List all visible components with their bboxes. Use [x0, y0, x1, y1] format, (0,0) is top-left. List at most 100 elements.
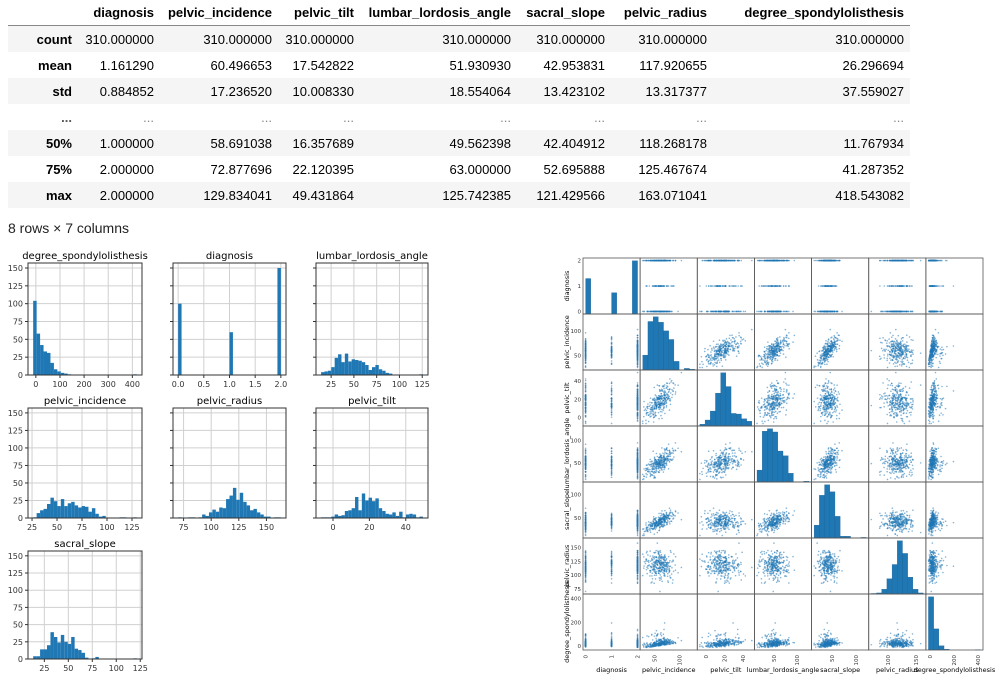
scatter-point [787, 285, 790, 287]
histogram-bar [382, 510, 386, 518]
scatter-point [610, 336, 613, 339]
scatter-point [652, 399, 654, 401]
scatter-point [657, 411, 660, 414]
histogram-bar [57, 371, 61, 375]
diagonal-hist-bar [710, 410, 716, 427]
scatter-point [929, 354, 932, 357]
scatter-point [720, 351, 723, 353]
scatter-point [712, 310, 715, 313]
histogram-bar [232, 487, 237, 518]
scatter-point [636, 336, 639, 339]
histogram-bar [395, 515, 400, 518]
scatter-point [715, 353, 717, 355]
scatter-point [770, 349, 773, 352]
scatter-point [792, 341, 794, 343]
scatter-point [892, 334, 894, 337]
scatter-point [730, 285, 733, 287]
scatter-point [740, 343, 742, 345]
scatter-point [636, 340, 639, 342]
scatter-point [900, 346, 902, 348]
scatter-point [718, 285, 721, 287]
scatter-point [643, 259, 645, 262]
scatter-matrix: 012diagnosis50100pelvic_incidence02040pe… [563, 257, 996, 674]
scatter-point [643, 400, 645, 403]
scatter-point [756, 365, 759, 368]
scatter-point [782, 342, 784, 344]
scatter-point [833, 334, 836, 337]
scatter-point [658, 404, 661, 407]
scatter-point [662, 399, 665, 402]
scatter-point [939, 355, 941, 357]
scatter-point [661, 417, 663, 420]
scatter-point [722, 356, 725, 359]
histogram-bar [321, 372, 325, 375]
col-header: pelvic_tilt [278, 0, 360, 26]
scatter-point [785, 344, 788, 347]
scatter-point [931, 343, 934, 345]
scatter-point [894, 355, 897, 357]
scatter-point [758, 363, 761, 365]
scatter-point [793, 393, 796, 395]
scatter-point [882, 349, 884, 352]
histogram-bar [358, 360, 362, 375]
scatter-point [733, 338, 736, 340]
scatter-point [646, 405, 648, 408]
scatter-point [758, 354, 761, 357]
scatter-point [733, 342, 736, 344]
scatter-point [895, 357, 898, 360]
scatter-point [712, 363, 714, 365]
scatter-point [610, 350, 613, 353]
scatter-point [665, 285, 668, 287]
x-tick-label: 0.0 [172, 380, 185, 389]
scatter-point [610, 393, 613, 396]
scatter-point [833, 349, 835, 351]
scatter-point [735, 336, 737, 338]
scatter-point [885, 310, 887, 313]
histogram-bar [71, 636, 75, 659]
scatter-point [661, 401, 663, 404]
scatter-point [819, 363, 821, 365]
scatter-point [784, 310, 787, 313]
scatter-point [722, 285, 724, 287]
scatter-point [665, 382, 668, 384]
scatter-point [584, 332, 587, 334]
scatter-point [636, 334, 639, 336]
scatter-point [774, 359, 776, 361]
scatter-point [654, 408, 656, 410]
scatter-point [705, 285, 708, 287]
x-tick-label: 150 [259, 523, 274, 532]
scatter-point [739, 340, 742, 343]
scatter-point [784, 344, 786, 347]
scatter-point [742, 338, 745, 340]
scatter-point [725, 310, 728, 313]
scatter-point [767, 310, 769, 313]
scatter-cell [696, 313, 755, 371]
scatter-point [751, 259, 753, 262]
scatter-point [636, 363, 639, 365]
scatter-point [769, 345, 772, 347]
scatter-point [784, 340, 787, 342]
scatter-point [701, 259, 703, 262]
scatter-cell [696, 257, 755, 315]
scatter-point [665, 402, 668, 404]
scatter-point [933, 259, 936, 262]
table-cell: 310.000000 [638, 31, 707, 47]
scatter-point [720, 345, 723, 348]
scatter-point [719, 259, 722, 262]
histogram-bar [98, 516, 103, 518]
scatter-point [652, 310, 654, 313]
histogram-bar [85, 657, 89, 659]
scatter-point [919, 259, 922, 262]
scatter-point [830, 347, 832, 350]
diagonal-hist-bar [746, 421, 752, 427]
scatter-point [659, 389, 661, 391]
scatter-point [897, 352, 899, 354]
scatter-point [781, 340, 784, 343]
scatter-point [930, 349, 932, 352]
scatter-point [779, 350, 781, 352]
scatter-point [636, 408, 639, 410]
y-axis-label: pelvic_incidence [563, 315, 571, 369]
scatter-point [737, 350, 740, 352]
scatter-point [770, 310, 773, 313]
